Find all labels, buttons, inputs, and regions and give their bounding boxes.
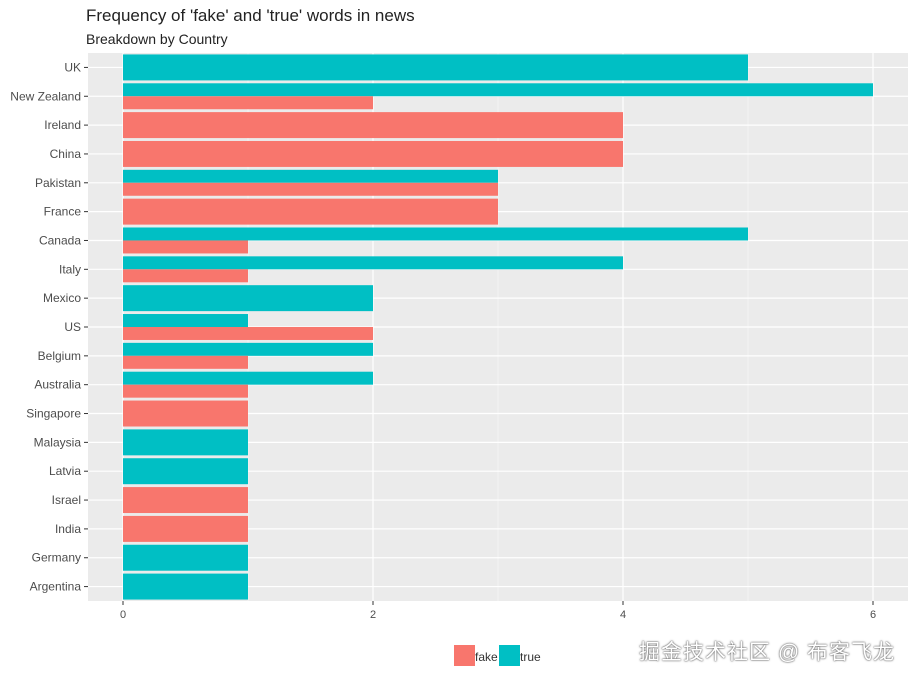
bar-fake	[123, 487, 248, 514]
x-tick-label: 6	[870, 609, 876, 621]
bar-fake	[123, 384, 248, 398]
bar-fake	[123, 140, 623, 167]
bar-true	[123, 285, 373, 312]
y-tick-label: Israel	[52, 493, 81, 507]
y-tick-label: Ireland	[44, 118, 81, 132]
bar-true	[123, 429, 248, 456]
bar-fake	[123, 269, 248, 283]
y-tick-label: India	[55, 522, 81, 536]
bar-true	[123, 256, 623, 270]
y-tick-label: Argentina	[30, 580, 82, 594]
bar-true	[123, 314, 248, 327]
y-tick-label: Belgium	[38, 349, 81, 363]
y-tick-label: UK	[64, 60, 81, 74]
bar-fake	[123, 182, 498, 196]
bar-fake	[123, 198, 498, 225]
y-tick-label: US	[64, 320, 81, 334]
x-tick-label: 0	[120, 609, 126, 621]
bar-true	[123, 227, 748, 241]
bar-fake	[123, 240, 248, 254]
y-tick-label: Australia	[34, 378, 81, 392]
chart-title: Frequency of 'fake' and 'true' words in …	[86, 6, 415, 25]
legend: fake true	[454, 645, 541, 666]
bar-true	[123, 458, 248, 485]
legend-label: fake	[475, 650, 498, 664]
y-tick-label: Canada	[39, 233, 81, 247]
bar-fake	[123, 96, 373, 110]
watermark: 掘金技术社区 @ 布客飞龙	[639, 641, 895, 664]
y-tick-label: France	[44, 205, 82, 219]
bar-true	[123, 342, 373, 356]
bar-fake	[123, 327, 373, 340]
x-tick-label: 4	[620, 609, 626, 621]
y-tick-label: Mexico	[43, 291, 81, 305]
legend-key-true	[499, 645, 520, 666]
bar-true	[123, 169, 498, 183]
bar-fake	[123, 112, 623, 139]
bar-fake	[123, 355, 248, 369]
y-tick-label: New Zealand	[10, 89, 81, 103]
bar-true	[123, 83, 873, 97]
y-tick-label: Latvia	[49, 464, 81, 478]
legend-label: true	[520, 650, 541, 664]
bar-fake	[123, 400, 248, 427]
bar-true	[123, 54, 748, 81]
y-tick-label: Italy	[59, 262, 81, 276]
y-tick-label: Malaysia	[34, 435, 82, 449]
bars	[123, 54, 873, 600]
x-tick-label: 2	[370, 609, 376, 621]
chart-subtitle: Breakdown by Country	[86, 31, 228, 47]
legend-key-fake	[454, 645, 475, 666]
bar-true	[123, 371, 373, 385]
axes: UK New Zealand Ireland China Pakistan France C…	[10, 60, 876, 621]
y-tick-label: Germany	[32, 551, 81, 565]
bar-fake	[123, 515, 248, 542]
y-tick-label: Pakistan	[35, 176, 81, 190]
bar-true	[123, 573, 248, 600]
y-tick-label: Singapore	[26, 407, 81, 421]
y-tick-label: China	[50, 147, 82, 161]
bar-true	[123, 544, 248, 571]
